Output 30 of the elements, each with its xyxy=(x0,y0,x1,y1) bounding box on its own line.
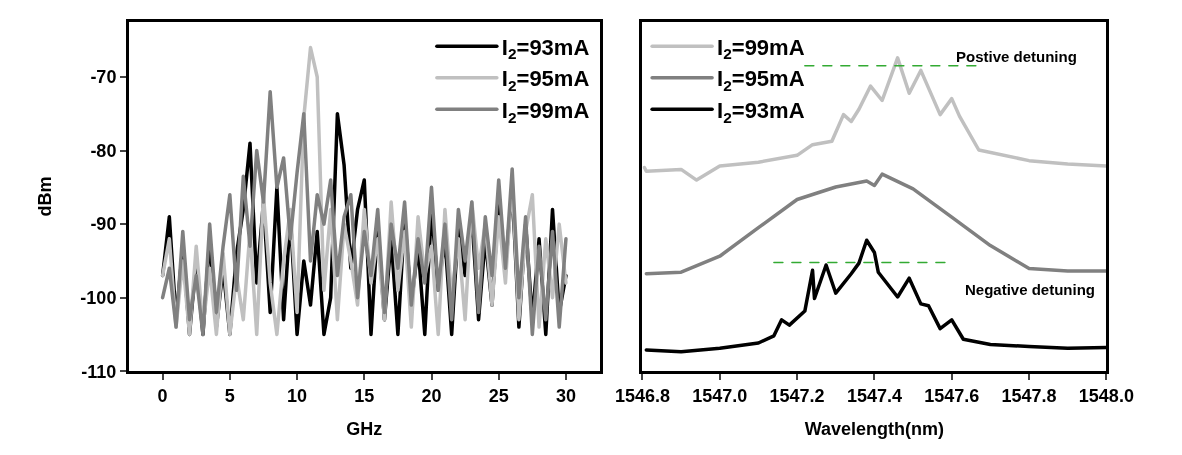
x-axis-title: GHz xyxy=(346,418,383,439)
x-tick-label: 1547.6 xyxy=(924,385,980,406)
y-tick-label: -100 xyxy=(80,287,117,308)
x-tick-label: 20 xyxy=(421,385,442,406)
legend-label: I$_{2}$=93mA xyxy=(717,97,805,126)
y-tick-label: -70 xyxy=(90,67,117,88)
x-tick-label: 1547.8 xyxy=(1001,385,1057,406)
x-tick-label: 1546.8 xyxy=(614,385,670,406)
x-axis-title: Wavelength(nm) xyxy=(804,418,945,439)
y-axis-title: dBm xyxy=(34,176,55,217)
x-tick-label: 1547.2 xyxy=(769,385,825,406)
x-tick-label: 1547.4 xyxy=(846,385,902,406)
legend-label: I$_{2}$=99mA xyxy=(501,97,590,126)
x-tick-label: 30 xyxy=(555,385,576,406)
annotation: Postive detuning xyxy=(956,48,1077,65)
x-tick-label: 5 xyxy=(224,385,235,406)
y-tick-label: -90 xyxy=(90,214,117,235)
y-tick-label: -110 xyxy=(81,361,117,382)
x-tick-label: 0 xyxy=(157,385,168,406)
legend-label: I$_{2}$=93mA xyxy=(501,34,590,63)
legend-label: I$_{2}$=95mA xyxy=(501,66,590,94)
annotation: Negative detuning xyxy=(965,281,1096,298)
x-tick-label: 1547.0 xyxy=(692,385,748,406)
x-tick-label: 15 xyxy=(354,385,375,406)
x-tick-label: 10 xyxy=(287,385,308,406)
x-tick-label: 25 xyxy=(488,385,509,406)
y-tick-label: -80 xyxy=(90,140,117,161)
legend-label: I$_{2}$=99mA xyxy=(717,34,805,63)
legend-label: I$_{2}$=95mA xyxy=(717,66,805,94)
x-tick-label: 1548.0 xyxy=(1078,385,1134,406)
